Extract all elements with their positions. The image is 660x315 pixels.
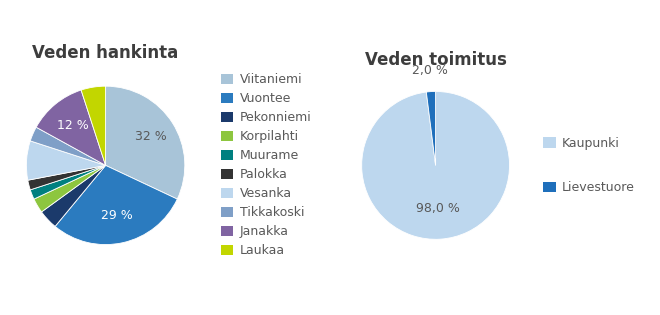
Wedge shape: [28, 165, 106, 190]
Wedge shape: [42, 165, 106, 226]
Legend: Viitaniemi, Vuontee, Pekonniemi, Korpilahti, Muurame, Palokka, Vesanka, Tikkakos: Viitaniemi, Vuontee, Pekonniemi, Korpila…: [220, 73, 312, 257]
Wedge shape: [36, 90, 106, 165]
Title: Veden toimitus: Veden toimitus: [365, 51, 506, 69]
Wedge shape: [362, 91, 510, 239]
Title: Veden hankinta: Veden hankinta: [32, 44, 179, 62]
Wedge shape: [426, 91, 436, 165]
Text: 12 %: 12 %: [57, 119, 88, 132]
Legend: Kaupunki, Lievestuore: Kaupunki, Lievestuore: [543, 137, 635, 194]
Text: 32 %: 32 %: [135, 130, 167, 143]
Wedge shape: [55, 165, 178, 244]
Text: 2,0 %: 2,0 %: [412, 65, 447, 77]
Wedge shape: [30, 165, 106, 199]
Wedge shape: [30, 127, 106, 165]
Wedge shape: [106, 86, 185, 199]
Wedge shape: [26, 141, 106, 180]
Text: 29 %: 29 %: [101, 209, 133, 222]
Text: 98,0 %: 98,0 %: [416, 202, 460, 215]
Wedge shape: [34, 165, 106, 212]
Wedge shape: [81, 86, 106, 165]
